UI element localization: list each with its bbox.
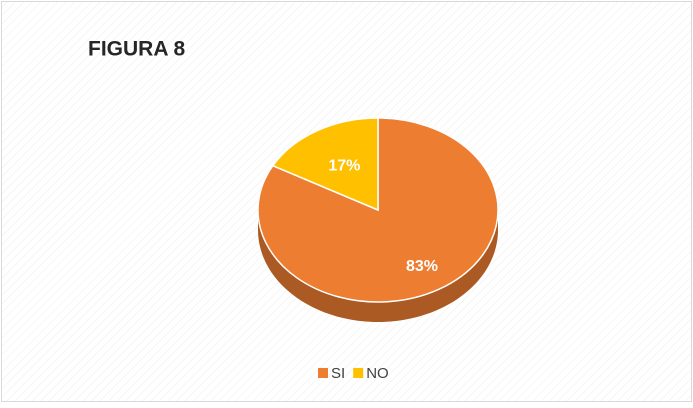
legend-label: SI	[331, 365, 345, 382]
data-label: 83%	[406, 258, 438, 275]
chart-title: FIGURA 8	[88, 38, 186, 61]
legend-swatch	[318, 368, 328, 378]
slice-side	[258, 210, 498, 322]
slice	[271, 117, 379, 212]
data-label: 17%	[328, 158, 360, 175]
legend-label: NO	[366, 365, 389, 382]
legend-swatch	[353, 368, 364, 378]
